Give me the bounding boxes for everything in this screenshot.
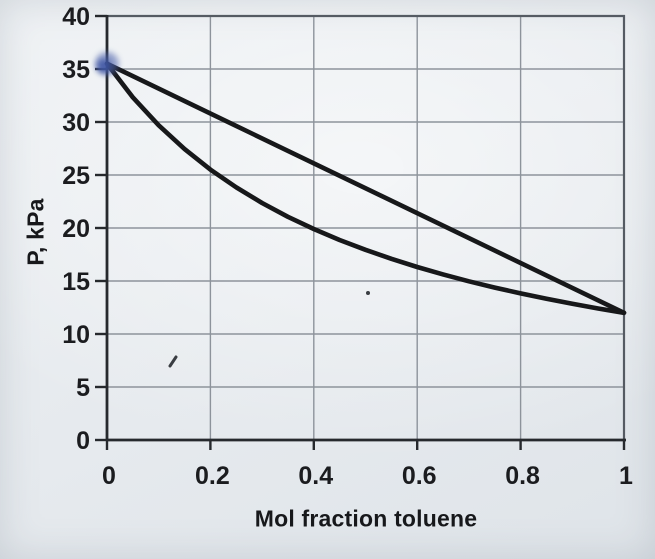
y-tick-label: 15 xyxy=(62,268,90,296)
x-tick-label: 0.4 xyxy=(298,462,333,490)
y-tick-label: 0 xyxy=(76,427,90,455)
y-tick-label: 30 xyxy=(62,109,90,137)
x-axis-title: Mol fraction toluene xyxy=(254,505,478,532)
y-tick-label: 20 xyxy=(62,215,90,243)
scan-speck xyxy=(366,291,370,295)
y-tick-label: 35 xyxy=(62,56,90,84)
blue-marker-dot xyxy=(97,58,111,73)
dew-point-curve xyxy=(104,61,627,316)
y-tick-label: 25 xyxy=(62,162,90,190)
x-tick-label: 0.8 xyxy=(505,462,540,490)
y-tick-label: 40 xyxy=(62,3,90,31)
x-tick-label: 0 xyxy=(102,462,116,490)
bubble-point-line xyxy=(104,61,627,316)
x-tick-label: 0.6 xyxy=(402,462,437,490)
x-tick-label: 0.2 xyxy=(195,462,230,490)
y-tick-label: 5 xyxy=(76,374,90,402)
scan-speck xyxy=(168,355,178,368)
y-axis-title: P, kPa xyxy=(22,198,49,266)
y-tick-label: 10 xyxy=(62,321,90,349)
x-tick-label: 1 xyxy=(619,462,633,490)
